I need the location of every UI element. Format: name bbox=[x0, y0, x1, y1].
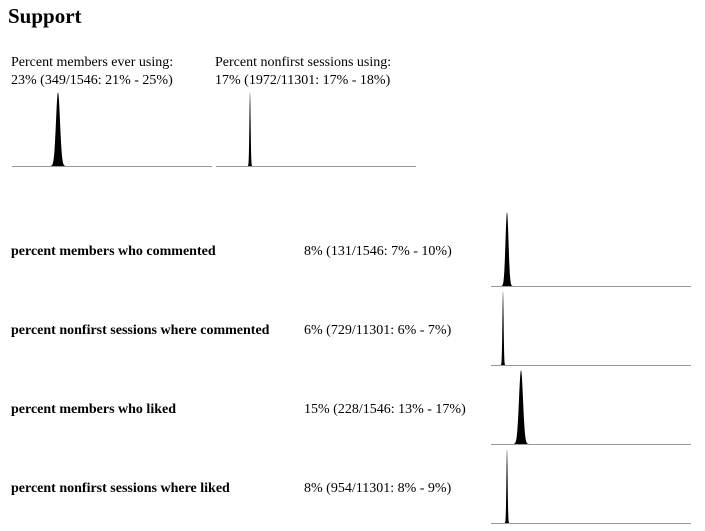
row-label-sessions-liked: percent nonfirst sessions where liked bbox=[11, 481, 230, 496]
distribution-chart-sessions-using bbox=[216, 92, 416, 167]
distribution-curve bbox=[500, 291, 506, 365]
row-value-sessions-liked: 8% (954/11301: 8% - 9%) bbox=[304, 481, 452, 496]
row-value-members-liked: 15% (228/1546: 13% - 17%) bbox=[304, 402, 466, 417]
page-title: Support bbox=[8, 4, 82, 28]
summary-label: Percent members ever using: bbox=[11, 55, 174, 70]
distribution-curve bbox=[500, 212, 514, 286]
summary-value: 17% (1972/11301: 17% - 18%) bbox=[215, 73, 391, 88]
distribution-curve bbox=[247, 92, 253, 166]
summary-block-members: Percent members ever using: 23% (349/154… bbox=[11, 54, 173, 90]
row-value-members-commented: 8% (131/1546: 7% - 10%) bbox=[304, 244, 452, 259]
distribution-chart-sessions-liked bbox=[491, 449, 691, 524]
distribution-curve bbox=[512, 370, 530, 444]
row-label-members-commented: percent members who commented bbox=[11, 244, 216, 259]
row-value-sessions-commented: 6% (729/11301: 6% - 7%) bbox=[304, 323, 452, 338]
distribution-curve bbox=[49, 92, 67, 166]
summary-label: Percent nonfirst sessions using: bbox=[215, 55, 392, 70]
distribution-curve bbox=[504, 449, 510, 523]
distribution-chart-sessions-commented bbox=[491, 291, 691, 366]
row-label-members-liked: percent members who liked bbox=[11, 402, 176, 417]
distribution-chart-members-ever bbox=[12, 92, 212, 167]
row-label-sessions-commented: percent nonfirst sessions where commente… bbox=[11, 323, 270, 338]
distribution-chart-members-liked bbox=[491, 370, 691, 445]
summary-block-sessions: Percent nonfirst sessions using: 17% (19… bbox=[215, 54, 391, 90]
summary-value: 23% (349/1546: 21% - 25%) bbox=[11, 73, 173, 88]
distribution-chart-members-commented bbox=[491, 212, 691, 287]
